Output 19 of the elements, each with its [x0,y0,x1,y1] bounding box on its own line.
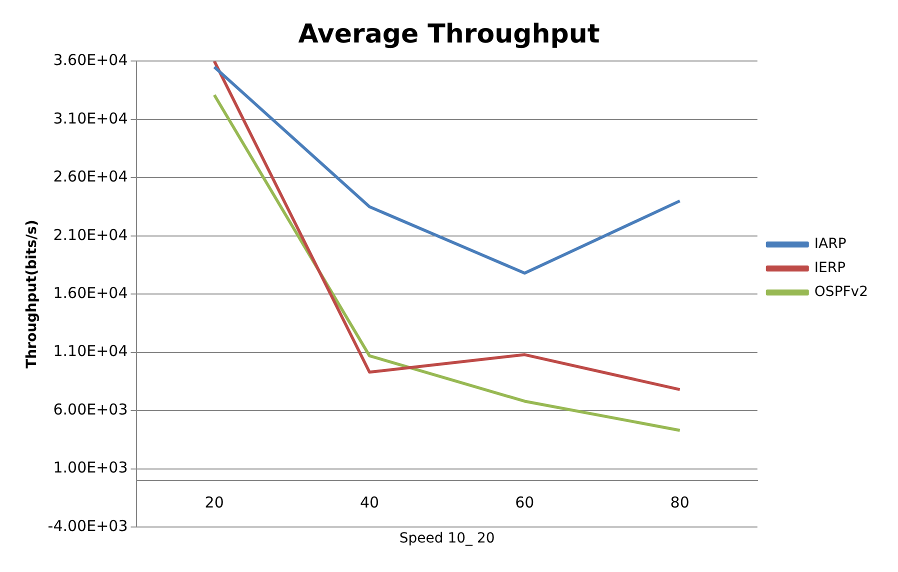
y-tick-label: 2.60E+04 [53,168,128,186]
x-tick-label: 80 [670,493,690,512]
y-tick-label: 6.00E+03 [53,400,128,418]
x-axis-title: Speed 10_ 20 [399,530,495,546]
y-tick-label: 3.60E+04 [53,51,128,70]
x-tick-label: 20 [204,493,224,512]
chart-title: Average Throughput [298,19,600,50]
legend-label: IARP [814,236,846,252]
y-tick-label: 1.60E+04 [53,284,128,302]
y-axis-title: Throughput(bits/s) [24,220,40,368]
x-tick-label: 40 [360,493,380,512]
legend-label: OSPFv2 [814,284,868,300]
x-tick-label: 60 [515,493,534,512]
y-tick-label: 2.10E+04 [53,226,128,244]
legend-label: IERP [814,260,846,276]
y-tick-label: -4.00E+03 [48,516,128,535]
y-tick-label: 1.00E+03 [53,458,128,477]
y-tick-label: 1.10E+04 [53,342,128,360]
y-tick-label: 3.10E+04 [53,109,128,128]
